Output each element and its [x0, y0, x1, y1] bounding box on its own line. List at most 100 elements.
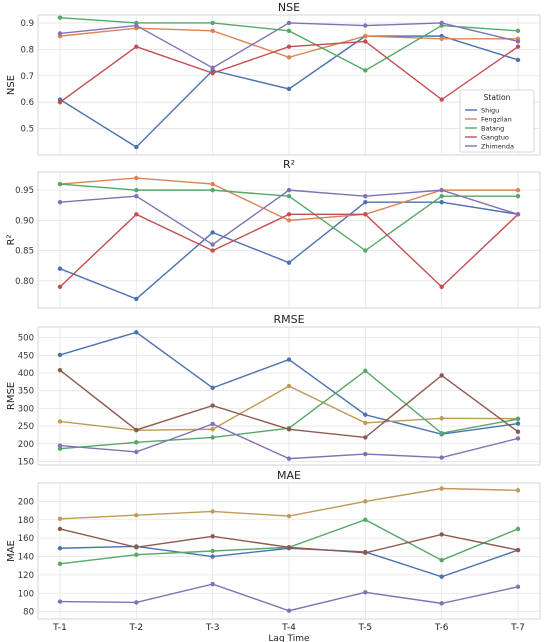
data-point: [57, 443, 63, 448]
data-point: [134, 296, 139, 302]
data-point: [363, 33, 368, 39]
data-point: [286, 513, 292, 519]
y-tick-label: 0.8: [20, 45, 34, 55]
data-point: [57, 99, 63, 105]
data-point: [439, 97, 444, 102]
data-point: [439, 557, 444, 563]
data-point: [439, 455, 444, 460]
data-point: [515, 584, 521, 590]
data-point: [439, 20, 444, 26]
y-tick-label: 0.9: [20, 19, 34, 29]
data-point: [134, 23, 139, 28]
data-point: [515, 44, 521, 49]
data-point: [134, 427, 139, 433]
data-point: [210, 28, 215, 34]
data-point: [286, 383, 292, 389]
y-tick-label: 300: [18, 404, 34, 414]
data-point: [57, 266, 63, 271]
data-point: [286, 545, 292, 550]
y-tick-label: 120: [18, 571, 34, 581]
data-point: [134, 552, 139, 557]
x-axis-label: Lag Time: [268, 634, 310, 642]
data-point: [134, 212, 139, 217]
data-point: [210, 70, 215, 76]
data-point: [286, 260, 292, 265]
data-point: [286, 187, 292, 193]
y-tick-label: 0.6: [20, 98, 34, 108]
data-point: [57, 546, 63, 551]
y-axis-label: MAE: [6, 540, 17, 562]
y-tick-label: 0.80: [15, 277, 34, 287]
data-point: [210, 187, 215, 193]
data-point: [134, 440, 139, 445]
data-point: [515, 28, 521, 34]
data-point: [286, 193, 292, 199]
y-tick-label: 160: [18, 534, 34, 544]
data-point: [515, 57, 521, 63]
y-tick-label: 180: [18, 516, 34, 526]
data-point: [439, 193, 444, 199]
data-point: [134, 193, 139, 199]
legend-box: [459, 89, 535, 153]
data-point: [439, 532, 444, 537]
legend: Station ShiguFengzilanBatangGangtuoZhimen…: [459, 89, 535, 153]
y-tick-label: 250: [18, 422, 34, 432]
data-point: [363, 499, 368, 504]
data-point: [286, 427, 292, 432]
y-tick-label: 400: [18, 369, 34, 379]
y-axis-label: RMSE: [6, 382, 17, 410]
data-point: [210, 242, 215, 247]
data-point: [363, 68, 368, 73]
data-point: [210, 181, 215, 187]
legend-entry: Fengzilan: [481, 116, 512, 124]
data-point: [210, 548, 215, 554]
data-point: [286, 28, 292, 34]
data-point: [57, 446, 63, 451]
y-tick-label: 0.5: [20, 125, 34, 135]
data-point: [363, 435, 368, 440]
data-point: [515, 212, 521, 217]
panel-2: 150 200 250 300 350 400 450 500 RMSE RMSE: [6, 313, 541, 467]
data-point: [363, 248, 368, 253]
data-point: [210, 534, 215, 539]
y-tick-label: 0.90: [15, 216, 34, 226]
panel-0: 0.5 0.6 0.7 0.8 0.9 NSE NSE Station ShiguFengzil…: [6, 1, 541, 156]
data-point: [363, 212, 368, 217]
data-point: [210, 509, 215, 514]
data-point: [210, 65, 215, 71]
data-point: [210, 427, 215, 432]
data-point: [134, 175, 139, 181]
x-tick-label: T-2: [129, 623, 144, 633]
data-point: [57, 352, 63, 358]
y-tick-label: 0.7: [20, 72, 34, 82]
data-point: [515, 39, 521, 44]
panel-3: 80 100 120 140 160 180 200 T-1 T-2 T-3 T-4 T-5 T-6 T-…: [6, 469, 541, 642]
y-tick-label: 200: [18, 497, 34, 507]
panel-title: RMSE: [273, 313, 304, 326]
data-point: [286, 44, 292, 49]
data-point: [439, 486, 444, 491]
data-point: [515, 429, 521, 434]
data-point: [57, 599, 63, 604]
data-point: [363, 368, 368, 374]
x-tick-label: T-1: [52, 623, 67, 633]
panel-title: NSE: [278, 1, 300, 14]
data-point: [286, 86, 292, 92]
data-point: [57, 31, 63, 36]
data-point: [210, 230, 215, 235]
y-tick-label: 100: [18, 589, 34, 599]
data-point: [515, 488, 521, 493]
data-point: [286, 456, 292, 461]
data-point: [134, 512, 139, 518]
x-tick-label: T-5: [358, 623, 373, 633]
x-tick-label: T-3: [205, 623, 220, 633]
data-point: [134, 449, 139, 455]
x-tick-label: T-6: [434, 623, 449, 633]
data-point: [515, 187, 521, 193]
panel-title: MAE: [277, 469, 301, 482]
data-point: [286, 20, 292, 26]
data-point: [57, 516, 63, 522]
data-point: [57, 526, 63, 532]
data-point: [134, 600, 139, 605]
